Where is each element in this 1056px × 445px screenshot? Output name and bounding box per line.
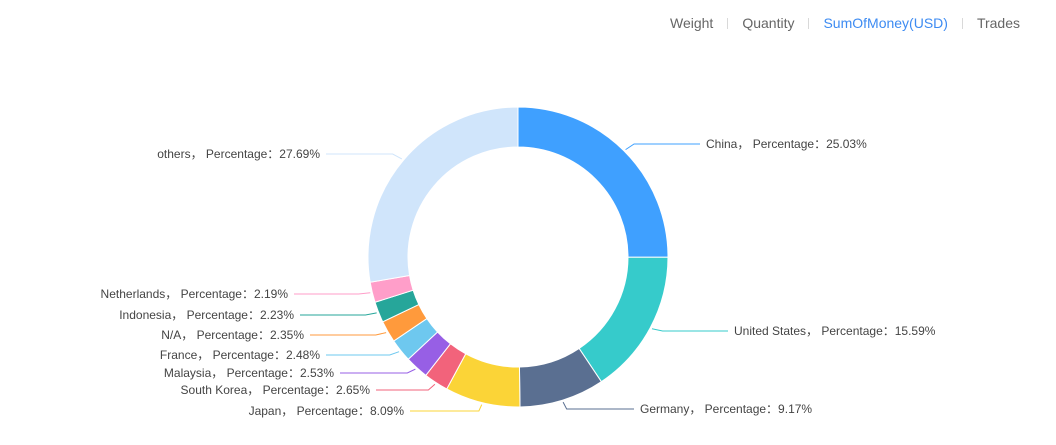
label-indonesia: Indonesia， Percentage：2.23%: [119, 308, 294, 322]
slice-china[interactable]: [517, 106, 669, 258]
leader-line-indonesia: [300, 312, 377, 316]
label-others: others， Percentage：27.69%: [157, 147, 320, 161]
label-malaysia: Malaysia， Percentage：2.53%: [164, 366, 334, 380]
label-south-korea: South Korea， Percentage：2.65%: [181, 383, 371, 397]
label-japan: Japan， Percentage：8.09%: [249, 404, 405, 418]
label-france: France， Percentage：2.48%: [160, 348, 320, 362]
leader-line-united-states: [651, 328, 728, 332]
leader-line-japan: [410, 404, 483, 412]
label-united-states: United States， Percentage：15.59%: [734, 324, 936, 338]
leader-line-france: [326, 351, 400, 356]
leader-line-n-a: [310, 332, 387, 336]
slice-united-states[interactable]: [578, 256, 669, 383]
leader-line-malaysia: [340, 368, 416, 374]
tab-divider: [961, 17, 963, 29]
tab-sum-of-money[interactable]: SumOfMoney(USD): [823, 15, 948, 31]
label-n-a: N/A， Percentage：2.35%: [161, 328, 304, 342]
label-germany: Germany， Percentage：9.17%: [640, 402, 812, 416]
label-netherlands: Netherlands， Percentage：2.19%: [101, 287, 289, 301]
tab-divider: [727, 17, 729, 29]
tab-weight[interactable]: Weight: [670, 15, 714, 31]
tab-trades[interactable]: Trades: [976, 15, 1020, 31]
slice-others[interactable]: [367, 106, 519, 283]
label-china: China， Percentage：25.03%: [706, 137, 867, 151]
leader-line-germany: [562, 401, 634, 410]
leader-line-china: [625, 143, 700, 151]
leader-line-others: [326, 153, 403, 160]
tab-quantity[interactable]: Quantity: [742, 15, 795, 31]
metric-tabs: Weight Quantity SumOfMoney(USD) Trades: [656, 14, 1034, 32]
leader-line-netherlands: [294, 292, 371, 295]
leader-line-south-korea: [376, 383, 436, 391]
tab-divider: [808, 17, 810, 29]
